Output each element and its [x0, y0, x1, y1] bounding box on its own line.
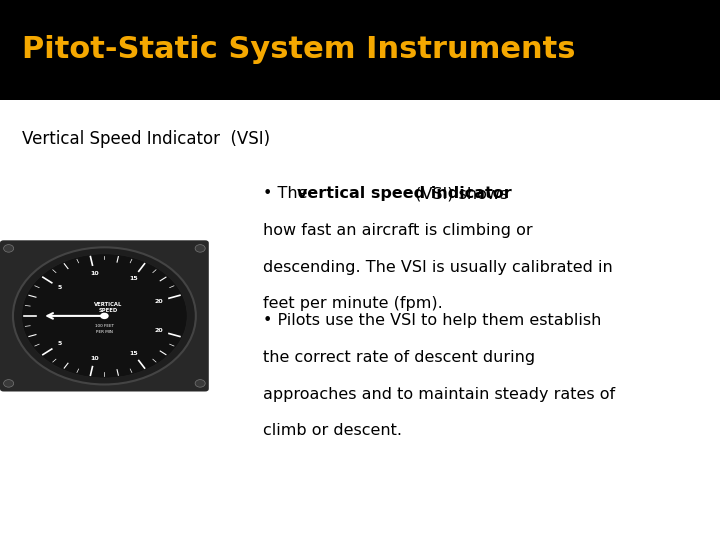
FancyBboxPatch shape [0, 0, 720, 100]
Text: 20: 20 [155, 299, 163, 303]
Circle shape [100, 313, 109, 319]
Text: (VSI) shows: (VSI) shows [410, 186, 508, 201]
Circle shape [195, 380, 205, 387]
Text: VERTICAL: VERTICAL [94, 301, 122, 307]
Text: Pitot-Static System Instruments: Pitot-Static System Instruments [22, 36, 575, 64]
Text: Vertical Speed Indicator  (VSI): Vertical Speed Indicator (VSI) [22, 130, 270, 147]
Circle shape [13, 247, 196, 384]
Text: • Pilots use the VSI to help them establish: • Pilots use the VSI to help them establ… [263, 313, 601, 328]
Text: 10: 10 [90, 356, 99, 361]
Text: climb or descent.: climb or descent. [263, 423, 402, 438]
Circle shape [4, 245, 14, 252]
Circle shape [4, 380, 14, 387]
Text: 15: 15 [129, 276, 138, 281]
Circle shape [22, 254, 187, 378]
Text: 20: 20 [155, 328, 163, 333]
Circle shape [195, 245, 205, 252]
Text: descending. The VSI is usually calibrated in: descending. The VSI is usually calibrate… [263, 260, 613, 275]
Text: how fast an aircraft is climbing or: how fast an aircraft is climbing or [263, 223, 532, 238]
Text: feet per minute (fpm).: feet per minute (fpm). [263, 296, 443, 312]
Text: approaches and to maintain steady rates of: approaches and to maintain steady rates … [263, 387, 615, 402]
Text: 10: 10 [90, 271, 99, 275]
FancyBboxPatch shape [0, 240, 209, 392]
Text: 100 FEET: 100 FEET [95, 323, 114, 328]
Text: the correct rate of descent during: the correct rate of descent during [263, 350, 535, 365]
Text: SPEED: SPEED [99, 308, 117, 313]
Text: 5: 5 [58, 341, 62, 346]
Text: 5: 5 [58, 286, 62, 291]
Text: vertical speed indicator: vertical speed indicator [297, 186, 511, 201]
Text: 15: 15 [129, 351, 138, 356]
Text: PER MIN: PER MIN [96, 330, 113, 334]
Text: • The: • The [263, 186, 312, 201]
